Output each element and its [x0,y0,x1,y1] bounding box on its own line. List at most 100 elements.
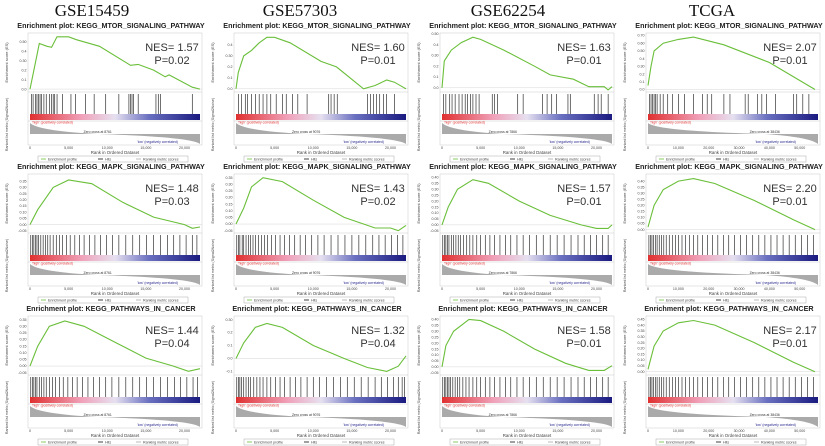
legend-box [449,438,601,446]
y-tick-label: 0.15 [20,204,27,208]
x-axis-label: Rank in Ordered Dataset [297,433,346,438]
y-tick-label: 0.1 [22,78,27,82]
column-header: GSE15459 [55,1,130,20]
y-tick-label: 0.4 [228,43,233,47]
plot-title: Enrichment plot: KEGG_MAPK_SIGNALING_PAT… [223,162,411,171]
zero-cross-label: Zero cross at 9076 [292,271,320,275]
x-tick-label: 15,000 [346,287,357,291]
plot-title: Enrichment plot: KEGG_PATHWAYS_IN_CANCER [26,304,196,313]
legend-box [243,296,395,304]
y-tick-label: 0.1 [640,80,645,84]
gsea-panel: Enrichment plot: KEGG_MAPK_SIGNALING_PAT… [210,162,411,304]
gsea-panel: Enrichment plot: KEGG_PATHWAYS_IN_CANCER… [416,304,615,446]
x-axis-label: Rank in Ordered Dataset [709,433,758,438]
x-tick-label: 5,000 [64,146,73,150]
metric-axis-label: Ranked list metric (Signal2Noise) [417,239,421,292]
zero-cross-label: Zero cross at 38436 [750,130,780,134]
y-tick-label: 0.25 [638,341,645,345]
y-tick-label: 0.35 [226,176,233,180]
legend-entry: Hits [311,440,317,444]
ranking-metric-area [442,264,612,285]
y-tick-label: 0.25 [20,192,27,196]
enrichment-profile-line [441,179,613,229]
es-axis-label: Enrichment score (ES) [622,42,627,83]
y-tick-label: 0.0 [22,87,27,91]
legend-entry: Enrichment profile [48,298,77,302]
x-tick-label: 5,000 [270,146,279,150]
y-tick-label: 0.20 [638,204,645,208]
legend: Enrichment profile Hits Ranking metric sco… [243,438,395,446]
x-tick-label: 0 [235,146,237,150]
y-tick-label: 0.05 [432,217,439,221]
y-tick-label: 0.50 [20,40,27,44]
es-axis-label: Enrichment score (ES) [622,183,627,224]
plot-frame [439,32,615,146]
plot-frame [27,315,203,429]
rank-color-bar [442,255,612,261]
legend-box [655,155,807,163]
y-tick-label: 0.30 [638,335,645,339]
y-tick-label: 0.05 [638,222,645,226]
legend-entry: Ranking metric scores [143,440,179,444]
legend: Enrichment profile Hits Ranking metric sco… [243,155,395,163]
zero-cross-label: Zero cross at 9076 [292,413,320,417]
enrichment-profile-line [647,319,816,373]
high-label: 'high' (positively correlated) [650,121,691,125]
x-tick-label: 0 [441,429,443,433]
x-tick-label: 10,000 [673,429,684,433]
ranking-metric-area [442,406,612,427]
y-tick-label: 0.15 [638,352,645,356]
nes-label: NES= 1.60 [351,42,405,54]
low-label: 'low' (negatively correlated) [755,140,796,144]
y-tick-label: 0.05 [432,359,439,363]
legend: Enrichment profile Hits Ranking metric sco… [37,155,189,163]
metric-axis-label: Ranked list metric (Signal2Noise) [417,98,421,151]
legend: Enrichment profile Hits Ranking metric sco… [449,438,601,446]
y-tick-label: 0.35 [20,318,27,322]
legend-entry: Hits [723,298,729,302]
y-tick-label: 0.35 [432,182,439,186]
legend-entry: Ranking metric scores [555,157,591,161]
x-tick-label: 10,000 [514,287,525,291]
nes-label: NES= 1.32 [351,325,405,337]
legend-entry: Enrichment profile [460,440,489,444]
p-value-label: P=0.01 [772,338,807,350]
metric-axis-label: Ranked list metric (Signal2Noise) [623,381,627,434]
legend-entry: Enrichment profile [48,440,77,444]
y-tick-label: 0.15 [226,202,233,206]
legend-box [243,438,395,446]
high-label: 'high' (positively correlated) [32,262,73,266]
zero-cross-label: Zero cross at 38436 [750,271,780,275]
y-tick-label: 0.15 [432,347,439,351]
ranking-metric-area [648,406,818,427]
ranking-metric-area [648,123,818,144]
x-tick-label: 10,000 [308,287,319,291]
p-value-label: P=0.01 [772,196,807,208]
legend: Enrichment profile Hits Ranking metric sco… [449,155,601,163]
metric-axis-label: Ranked list metric (Signal2Noise) [5,239,9,292]
plot-title: Enrichment plot: KEGG_MAPK_SIGNALING_PAT… [17,162,205,171]
nes-label: NES= 1.44 [145,325,199,337]
y-tick-label: 0.4 [22,49,27,53]
y-tick-label: 0.10 [432,211,439,215]
metric-axis-label: Ranked list metric (Signal2Noise) [211,381,215,434]
y-tick-label: 0.50 [432,32,439,36]
y-tick-label: -0.05 [18,229,26,233]
high-label: 'high' (positively correlated) [238,262,279,266]
y-tick-label: 0.05 [20,358,27,362]
legend: Enrichment profile Hits Ranking metric sco… [37,296,189,304]
y-tick-label: 0.25 [432,193,439,197]
y-tick-label: 0.15 [432,205,439,209]
p-value-label: P=0.01 [772,55,807,67]
enrichment-profile-line [441,36,613,91]
es-axis-label: Enrichment score (ES) [622,325,627,366]
x-tick-label: 50,000 [794,146,805,150]
legend-box [37,438,189,446]
gsea-panel: Enrichment plot: KEGG_MTOR_SIGNALING_PAT… [210,21,411,163]
x-tick-label: 10,000 [102,146,113,150]
x-tick-label: 20,000 [703,287,714,291]
x-axis-label: Rank in Ordered Dataset [503,291,552,296]
metric-axis-label: Ranked list metric (Signal2Noise) [5,381,9,434]
x-axis-label: Rank in Ordered Dataset [91,291,140,296]
y-tick-label: 0.35 [20,179,27,183]
